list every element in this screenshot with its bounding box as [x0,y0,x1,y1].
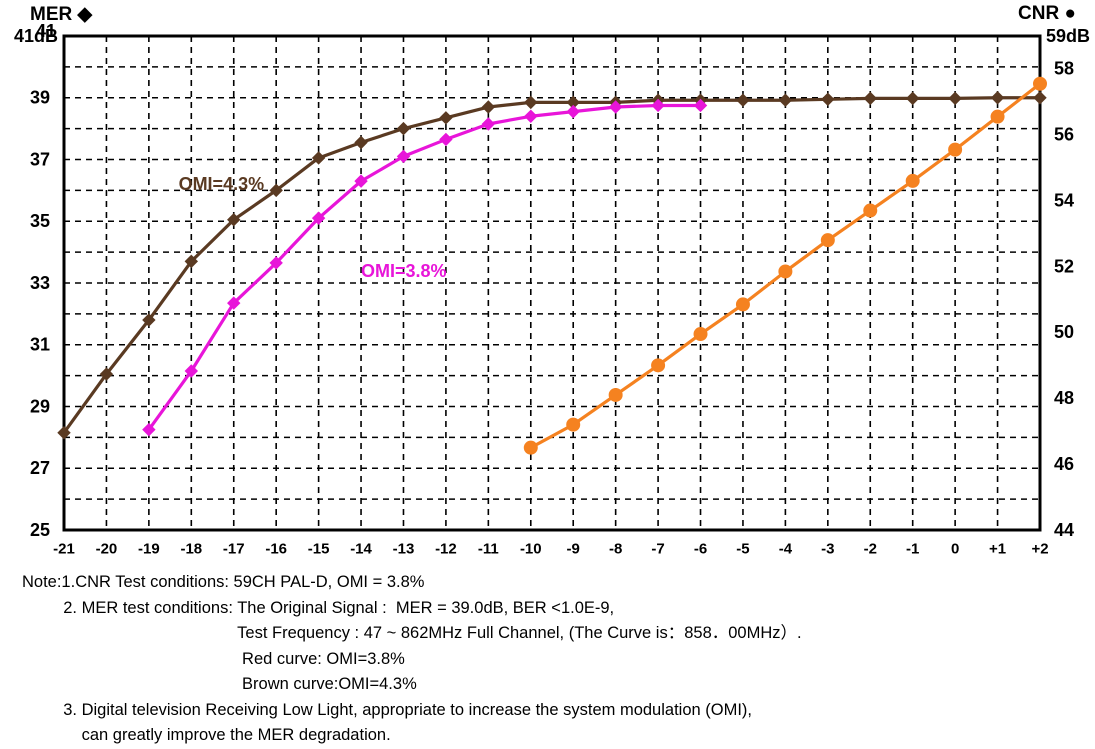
series-mer-4-3-marker [864,92,876,104]
x-tick-label: +1 [989,540,1006,557]
note-line: Brown curve:OMI=4.3% [22,672,802,698]
x-tick-label: -14 [350,540,372,557]
series-mer-4-3-marker [907,92,919,104]
series-mer-4-3-marker [440,112,452,124]
x-tick-label: -10 [520,540,542,557]
x-tick-label: -21 [53,540,75,557]
y-left-tick-label: 39 [30,88,50,108]
x-tick-label: -3 [821,540,834,557]
series-cnr-marker [609,388,622,401]
series-mer-3-8-marker [567,106,579,118]
series-mer-4-3-marker [355,137,367,149]
series-cnr-marker [567,418,580,431]
x-tick-label: -17 [223,540,245,557]
x-tick-label: -16 [265,540,287,557]
y-left-tick-label: 35 [30,211,50,231]
x-tick-label: -7 [651,540,664,557]
x-tick-label: -1 [906,540,919,557]
y-left-tick-label: 31 [30,335,50,355]
note-line: 3. Digital television Receiving Low Ligh… [22,698,802,724]
x-tick-label: 0 [951,540,959,557]
y-left-tick-label: 41dB [14,26,58,46]
y-left-tick-label: 27 [30,458,50,478]
y-left-tick-label: 33 [30,273,50,293]
x-tick-label: -11 [478,540,499,557]
y-right-tick-label: 52 [1054,256,1074,276]
series-mer-4-3-marker [992,92,1004,104]
series-cnr-marker [821,234,834,247]
series-cnr-marker [779,265,792,278]
y-right-tick-label: 58 [1054,59,1074,79]
y-left-tick-label: 37 [30,149,50,169]
x-tick-label: -19 [138,540,160,557]
x-tick-label: -15 [308,540,330,557]
series-cnr-marker [1034,77,1047,90]
x-tick-label: -8 [609,540,622,557]
notes-block: Note:1.CNR Test conditions: 59CH PAL-D, … [22,570,802,749]
y-right-tick-label: 50 [1054,322,1074,342]
series-cnr-marker [524,441,537,454]
series-mer-4-3-marker [779,94,791,106]
y-right-tick-label: 56 [1054,125,1074,145]
series-mer-4-3-marker [1034,92,1046,104]
series-cnr-marker [991,110,1004,123]
series-mer-3-8-marker [440,133,452,145]
x-tick-label: -4 [779,540,793,557]
series-mer-4-3-marker [397,123,409,135]
note-line: Test Frequency : 47 ~ 862MHz Full Channe… [22,621,802,647]
series-mer-4-3-line [64,98,1040,433]
note-line: can greatly improve the MER degradation. [22,723,802,749]
x-tick-label: -5 [736,540,749,557]
note-line: 2. MER test conditions: The Original Sig… [22,596,802,622]
series-cnr-marker [906,174,919,187]
x-tick-label: -18 [180,540,202,557]
series-mer-4-3-marker [822,93,834,105]
series-cnr-marker [694,328,707,341]
series-mer-4-3-marker [737,94,749,106]
x-tick-label: -13 [393,540,415,557]
chart-container: MER ◆ CNR ● -21-20-19-18-17-16-15-14-13-… [0,0,1095,742]
x-tick-label: -9 [567,540,580,557]
grid [64,36,1040,530]
x-tick-label: +2 [1031,540,1048,557]
y-right-tick-label: 46 [1054,454,1074,474]
x-tick-label: -6 [694,540,707,557]
annotation-omi-4-3: OMI=4.3% [179,174,265,195]
series-cnr-marker [652,359,665,372]
x-tick-label: -20 [96,540,118,557]
y-right-tick-label: 48 [1054,388,1074,408]
series-mer-4-3-marker [482,101,494,113]
y-left-tick-label: 29 [30,396,50,416]
y-left-tick-label: 25 [30,520,50,540]
note-line: Note:1.CNR Test conditions: 59CH PAL-D, … [22,570,802,596]
annotation-omi-3-8: OMI=3.8% [361,261,447,282]
note-line: Red curve: OMI=3.8% [22,647,802,673]
y-right-tick-label: 59dB [1046,26,1090,46]
y-right-tick-label: 44 [1054,520,1074,540]
series-cnr-marker [864,204,877,217]
x-tick-label: -12 [435,540,457,557]
x-tick-label: -2 [864,540,877,557]
series-mer-4-3-marker [949,92,961,104]
series-mer-3-8-marker [525,110,537,122]
series-cnr-marker [949,143,962,156]
y-right-tick-label: 54 [1054,190,1074,210]
series-cnr-marker [736,298,749,311]
